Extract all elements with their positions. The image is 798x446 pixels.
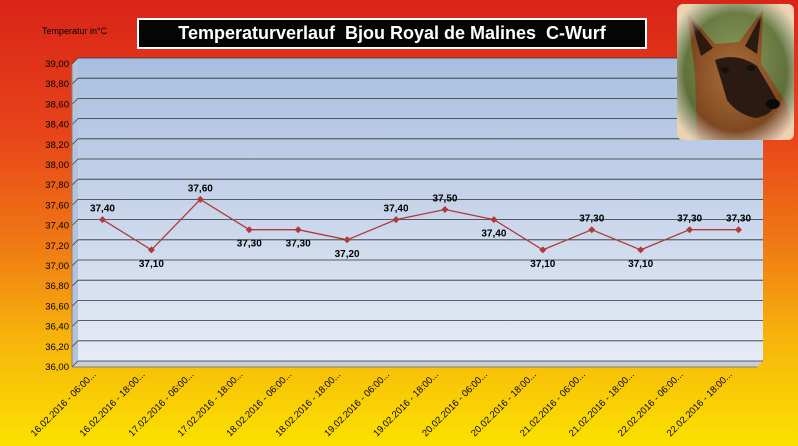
data-point (294, 226, 302, 234)
chart-title: Temperaturverlauf Bjou Royal de Malines … (137, 18, 647, 49)
data-label: 37,40 (90, 204, 115, 215)
plot-floor (72, 361, 763, 367)
y-tick-label: 37,20 (45, 241, 69, 252)
gridline-depth (71, 360, 79, 368)
data-label: 37,40 (384, 204, 409, 215)
data-label: 37,30 (726, 214, 751, 225)
y-tick-label: 36,40 (45, 322, 69, 333)
plot-area (78, 58, 763, 361)
y-tick-label: 39,00 (45, 59, 69, 70)
gridline-depth (71, 178, 79, 186)
y-tick-label: 38,60 (45, 99, 69, 110)
series-line (102, 198, 739, 251)
data-point (686, 226, 694, 234)
gridline-depth (71, 199, 79, 206)
data-label: 37,40 (481, 229, 506, 240)
data-point (588, 226, 596, 234)
plot-side-wall (72, 58, 78, 367)
data-point (245, 226, 253, 234)
y-tick-label: 37,00 (45, 261, 69, 272)
data-point (392, 216, 400, 224)
data-label: 37,30 (286, 239, 311, 250)
gridline-depth (71, 279, 79, 287)
y-tick-label: 38,80 (45, 79, 69, 90)
gridline-depth (71, 118, 79, 125)
gridline-depth (71, 259, 79, 267)
dog-photo (677, 4, 794, 140)
gridline-depth (71, 57, 79, 65)
data-point (490, 216, 498, 224)
data-point (98, 216, 106, 224)
y-tick-label: 37,60 (45, 200, 69, 211)
gridline-depth (71, 77, 79, 85)
data-point (196, 195, 204, 203)
y-tick-label: 38,40 (45, 120, 69, 131)
data-label: 37,10 (139, 259, 164, 270)
data-label: 37,50 (432, 194, 457, 205)
data-point (637, 246, 645, 254)
data-label: 37,30 (579, 214, 604, 225)
data-point (147, 246, 155, 254)
y-tick-label: 36,00 (45, 362, 69, 373)
gridline-depth (71, 138, 79, 146)
y-tick-label: 37,40 (45, 221, 69, 232)
gridline-depth (71, 158, 79, 166)
y-axis-unit-label: Temperatur in°C (42, 26, 108, 36)
y-tick-label: 37,80 (45, 180, 69, 191)
data-label: 37,20 (335, 249, 360, 260)
gridline-depth (71, 239, 79, 247)
data-label: 37,10 (530, 259, 555, 270)
gridline-depth (71, 340, 79, 348)
data-label: 37,60 (188, 183, 213, 194)
y-tick-label: 38,00 (45, 160, 69, 171)
gridline-depth (71, 300, 79, 307)
gridline-depth (71, 320, 79, 327)
y-tick-label: 36,20 (45, 342, 69, 353)
data-point (539, 246, 547, 254)
data-point (343, 236, 351, 244)
y-tick-label: 38,20 (45, 140, 69, 151)
data-label: 37,10 (628, 259, 653, 270)
data-label: 37,30 (237, 239, 262, 250)
data-point (441, 206, 449, 213)
data-point (735, 226, 743, 234)
data-label: 37,30 (677, 214, 702, 225)
gridline-depth (71, 98, 79, 105)
gridline-depth (71, 219, 79, 226)
y-tick-label: 36,80 (45, 281, 69, 292)
malinois-dog-icon (677, 4, 794, 140)
y-tick-label: 36,60 (45, 301, 69, 312)
